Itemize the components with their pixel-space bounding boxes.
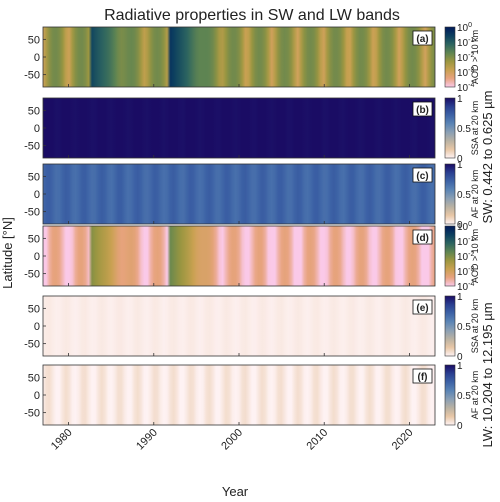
colorbar-tick-label: 0 — [457, 352, 463, 363]
x-tick-label: 1990 — [134, 427, 160, 453]
colorbar — [444, 163, 456, 225]
x-tick-label: 2020 — [390, 427, 416, 453]
x-tick-label: 2000 — [219, 427, 245, 453]
panel-letter-box — [412, 368, 433, 384]
colorbar — [444, 97, 456, 159]
x-axis-label: Year — [222, 484, 249, 499]
panel-letter: (f) — [418, 372, 428, 383]
colorbar-tick-label: 0.5 — [457, 322, 471, 333]
panel-letter: (a) — [416, 34, 428, 45]
panel-e: 50 0 -50 (e) 1 0.5 0 SSA at 20 km — [24, 292, 480, 363]
colorbar-label: SSA at 20 km — [470, 101, 480, 156]
y-tick-label: 0 — [34, 123, 40, 135]
colorbar-label: AF at 20 km — [470, 371, 480, 420]
y-tick-label: -50 — [24, 408, 40, 420]
colorbar-tick-label: 0 — [457, 421, 463, 432]
panel-letter: (e) — [416, 303, 428, 314]
colorbar — [444, 364, 456, 426]
panel-c: 50 0 -50 (c) 1 0.5 0 AF at 20 km — [24, 160, 480, 231]
y-tick-label: 50 — [28, 303, 40, 315]
panel-letter-box — [412, 299, 433, 315]
y-tick-label: -50 — [24, 269, 40, 281]
x-tick-label: 2010 — [305, 427, 331, 453]
y-tick-label: 0 — [34, 52, 40, 64]
y-tick-label: 50 — [28, 34, 40, 46]
colorbar-tick-label: 0 — [457, 220, 463, 231]
panel-letter-box — [412, 229, 433, 245]
colorbar — [444, 225, 456, 287]
colorbar-label: AF at 20 km — [470, 170, 480, 219]
sw-band-label: SW: 0.442 to 0.625 µm — [480, 91, 495, 224]
heatmap-field — [43, 296, 435, 356]
colorbar-tick-label: 0.5 — [457, 391, 471, 402]
lw-band-label: LW: 10.204 to 12.195 µm — [480, 302, 495, 447]
panel-letter-box — [412, 167, 433, 183]
panel-letter: (b) — [416, 105, 429, 116]
colorbar-tick-label: 1 — [457, 361, 463, 372]
y-tick-label: 0 — [34, 189, 40, 201]
heatmap-field — [43, 98, 435, 158]
colorbar-label: AOD > 10 km — [470, 229, 480, 283]
y-tick-label: -50 — [24, 207, 40, 219]
heatmap-field — [43, 164, 435, 224]
y-tick-label: 0 — [34, 251, 40, 263]
colorbar-label: AOD > 10 km — [470, 30, 480, 84]
y-tick-label: -50 — [24, 141, 40, 153]
panel-letter-box — [412, 101, 433, 117]
panel-letter-box — [412, 30, 433, 46]
panel-letter: (c) — [416, 171, 428, 182]
heatmap-field — [43, 226, 435, 286]
colorbar-tick-label: 1 — [457, 94, 463, 105]
y-tick-label: -50 — [24, 339, 40, 351]
y-axis-label: Latitude [°N] — [0, 217, 15, 289]
panel-b: 50 0 -50 (b) 1 0.5 0 SSA at 20 km — [24, 94, 480, 165]
panel-letter: (d) — [416, 233, 429, 244]
y-tick-label: 0 — [34, 390, 40, 402]
heatmap-field — [43, 365, 435, 425]
heatmap-field — [43, 27, 435, 87]
panel-f: 50 0 -50 (f) 1 0.5 0 AF at 20 km — [24, 361, 480, 432]
x-axis: 1980 1990 2000 2010 2020 — [49, 427, 416, 453]
colorbar-tick-label: 1 — [457, 292, 463, 303]
colorbar-tick-label: 0.5 — [457, 190, 471, 201]
x-tick-label: 1980 — [49, 427, 75, 453]
y-tick-label: -50 — [24, 70, 40, 82]
y-tick-label: 50 — [28, 105, 40, 117]
colorbar-tick-label: 0.5 — [457, 124, 471, 135]
y-tick-label: 50 — [28, 233, 40, 245]
colorbar-label: SSA at 20 km — [470, 299, 480, 354]
chart-title: Radiative properties in SW and LW bands — [104, 7, 400, 24]
colorbar-tick-label: 1 — [457, 160, 463, 171]
colorbar — [444, 26, 456, 88]
y-tick-label: 50 — [28, 372, 40, 384]
y-tick-label: 50 — [28, 171, 40, 183]
colorbar — [444, 295, 456, 357]
y-tick-label: 0 — [34, 321, 40, 333]
colorbar-tick-label: 0 — [457, 154, 463, 165]
